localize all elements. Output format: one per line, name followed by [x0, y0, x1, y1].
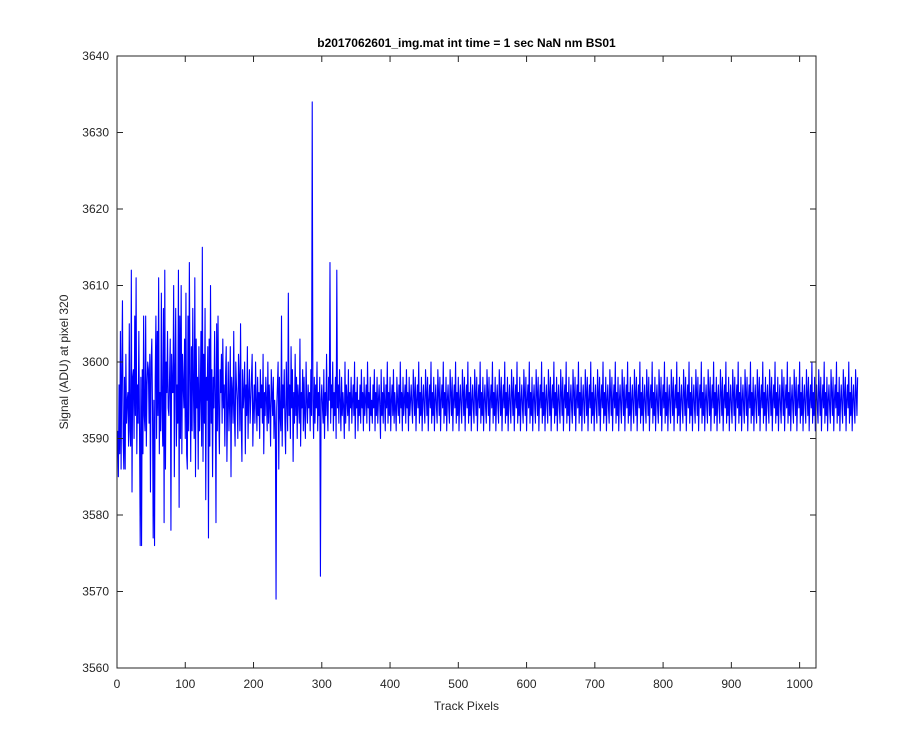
y-tick-label: 3570 [82, 585, 109, 599]
y-tick-label: 3610 [82, 279, 109, 293]
data-layer [117, 101, 859, 600]
y-tick-label: 3640 [82, 49, 109, 63]
axes-box [116, 55, 817, 669]
y-axis-label: Signal (ADU) at pixel 320 [57, 294, 71, 429]
y-tick-label: 3620 [82, 202, 109, 216]
x-tick-label: 800 [653, 677, 673, 691]
y-tick-label: 3560 [82, 661, 109, 675]
x-tick-label: 0 [114, 677, 121, 691]
ticks-layer: 0 100 200 300 400 500 600 700 800 900 1000 3560 3570… [82, 49, 816, 691]
y-tick-label: 3590 [82, 432, 109, 446]
x-tick-label: 900 [721, 677, 741, 691]
x-tick-label: 500 [448, 677, 468, 691]
x-tick-label: 300 [312, 677, 332, 691]
x-tick-label: 400 [380, 677, 400, 691]
signal-series-line [117, 101, 859, 600]
y-tick-label: 3580 [82, 508, 109, 522]
x-tick-label: 100 [175, 677, 195, 691]
x-axis-label: Track Pixels [434, 699, 499, 713]
x-tick-label: 600 [517, 677, 537, 691]
x-tick-label: 1000 [786, 677, 813, 691]
chart-title: b2017062601_img.mat int time = 1 sec NaN… [317, 36, 616, 50]
x-tick-label: 200 [244, 677, 264, 691]
y-tick-label: 3600 [82, 355, 109, 369]
y-tick-label: 3630 [82, 126, 109, 140]
x-tick-label: 700 [585, 677, 605, 691]
